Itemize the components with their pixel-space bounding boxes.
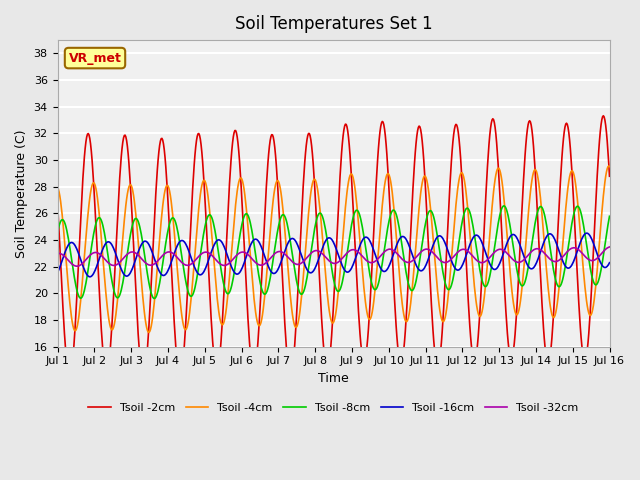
- Tsoil -16cm: [86, 274, 93, 280]
- Tsoil -8cm: [63, 231, 71, 237]
- Line: Tsoil -4cm: Tsoil -4cm: [58, 166, 609, 333]
- Tsoil -2cm: [401, 329, 409, 335]
- Tsoil -16cm: [121, 273, 129, 278]
- Tsoil -16cm: [207, 252, 214, 258]
- Tsoil -8cm: [605, 214, 613, 219]
- Tsoil -16cm: [177, 238, 185, 243]
- Line: Tsoil -8cm: Tsoil -8cm: [58, 206, 609, 299]
- Tsoil -8cm: [120, 271, 128, 277]
- Tsoil -4cm: [120, 217, 128, 223]
- Tsoil -2cm: [207, 301, 214, 307]
- Tsoil -32cm: [417, 249, 425, 254]
- Title: Soil Temperatures Set 1: Soil Temperatures Set 1: [235, 15, 433, 33]
- Y-axis label: Soil Temperature (C): Soil Temperature (C): [15, 129, 28, 258]
- Tsoil -4cm: [145, 330, 153, 336]
- Tsoil -8cm: [150, 296, 158, 301]
- Tsoil -32cm: [605, 244, 613, 250]
- Tsoil -2cm: [605, 173, 613, 179]
- Tsoil -16cm: [417, 268, 425, 274]
- Tsoil -2cm: [417, 132, 425, 137]
- Tsoil -8cm: [177, 249, 185, 255]
- Tsoil -4cm: [63, 275, 71, 280]
- Legend: Tsoil -2cm, Tsoil -4cm, Tsoil -8cm, Tsoil -16cm, Tsoil -32cm: Tsoil -2cm, Tsoil -4cm, Tsoil -8cm, Tsoi…: [84, 398, 583, 417]
- Tsoil -4cm: [207, 215, 214, 221]
- Tsoil -16cm: [63, 243, 71, 249]
- Tsoil -32cm: [401, 259, 409, 264]
- Tsoil -2cm: [140, 374, 147, 380]
- Tsoil -16cm: [582, 230, 590, 236]
- Tsoil -2cm: [600, 113, 607, 119]
- Tsoil -8cm: [500, 203, 508, 209]
- Tsoil -16cm: [605, 260, 613, 265]
- Tsoil -16cm: [401, 235, 409, 241]
- Tsoil -2cm: [54, 199, 61, 205]
- Tsoil -8cm: [401, 265, 409, 271]
- Tsoil -32cm: [73, 264, 81, 269]
- Tsoil -32cm: [63, 256, 71, 262]
- Tsoil -2cm: [177, 372, 185, 377]
- Tsoil -4cm: [605, 163, 612, 169]
- Tsoil -4cm: [605, 164, 613, 169]
- Tsoil -4cm: [177, 307, 185, 313]
- Tsoil -32cm: [121, 253, 129, 259]
- Tsoil -32cm: [177, 259, 185, 264]
- Tsoil -32cm: [207, 251, 214, 257]
- Tsoil -8cm: [207, 212, 214, 218]
- Tsoil -2cm: [120, 132, 128, 138]
- Line: Tsoil -32cm: Tsoil -32cm: [58, 247, 609, 266]
- Line: Tsoil -16cm: Tsoil -16cm: [58, 233, 609, 277]
- Tsoil -16cm: [54, 270, 61, 276]
- Text: VR_met: VR_met: [68, 51, 122, 65]
- Tsoil -2cm: [63, 366, 71, 372]
- Tsoil -4cm: [401, 318, 409, 324]
- Tsoil -4cm: [54, 184, 61, 190]
- Tsoil -8cm: [417, 246, 425, 252]
- X-axis label: Time: Time: [318, 372, 349, 385]
- Tsoil -32cm: [54, 251, 61, 256]
- Line: Tsoil -2cm: Tsoil -2cm: [58, 116, 609, 377]
- Tsoil -8cm: [54, 230, 61, 236]
- Tsoil -4cm: [417, 185, 425, 191]
